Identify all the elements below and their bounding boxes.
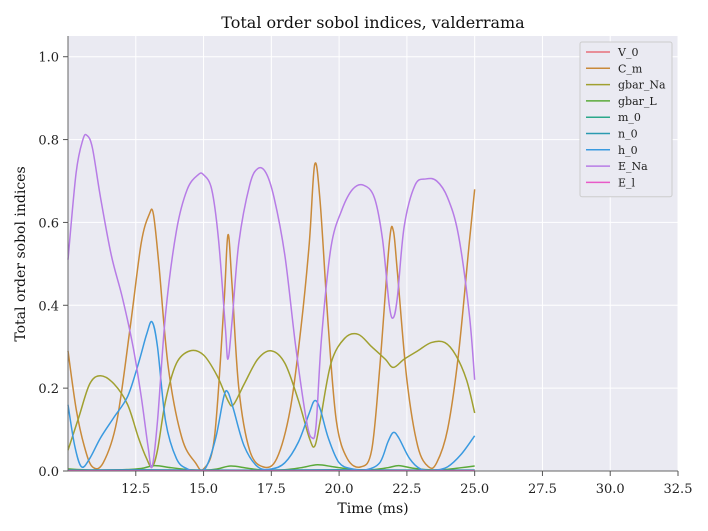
legend-label: h_0 [618, 144, 638, 157]
y-tick-label: 1.0 [38, 51, 59, 66]
legend-label: V_0 [617, 46, 638, 59]
legend-label: C_m [618, 62, 643, 75]
legend-label: m_0 [618, 111, 641, 124]
x-tick-label: 25.0 [460, 482, 489, 497]
axis-ticks: 12.5 15.0 17.5 20.0 22.5 25.0 27.5 30.0 32.5 0.0 0… [38, 51, 692, 497]
x-tick-label: 17.5 [257, 482, 286, 497]
plot-area [68, 36, 678, 471]
x-tick-label: 27.5 [528, 482, 557, 497]
series-line-gbar-na [67, 332, 476, 468]
legend-box [579, 41, 673, 198]
y-tick-label: 0.6 [38, 216, 59, 231]
legend-label: gbar_Na [618, 79, 666, 92]
x-tick-label: 22.5 [392, 482, 421, 497]
y-tick-label: 0.0 [38, 465, 59, 480]
legend: V_0 C_m gbar_Na gbar_L m_0 n_0 h_0 E_Na E_l [579, 41, 673, 198]
legend-label: gbar_L [618, 95, 657, 108]
y-axis-title: Total order sobol indices [13, 166, 29, 341]
series-line-e-na [67, 133, 476, 469]
x-tick-label: 32.5 [664, 482, 693, 497]
series-line-h-0 [67, 320, 476, 472]
x-tick-label: 30.0 [596, 482, 625, 497]
y-tick-label: 0.2 [38, 382, 59, 397]
series-line-c-m [67, 162, 476, 472]
y-tick-label: 0.4 [38, 299, 59, 314]
x-tick-label: 15.0 [189, 482, 218, 497]
legend-label: n_0 [618, 128, 638, 141]
legend-label: E_Na [618, 160, 648, 173]
x-tick-label: 12.5 [121, 482, 150, 497]
y-tick-label: 0.8 [38, 134, 59, 149]
chart-title: Total order sobol indices, valderrama [221, 13, 525, 32]
x-tick-label: 20.0 [325, 482, 354, 497]
legend-label: E_l [618, 176, 636, 189]
x-axis-title: Time (ms) [337, 501, 408, 517]
